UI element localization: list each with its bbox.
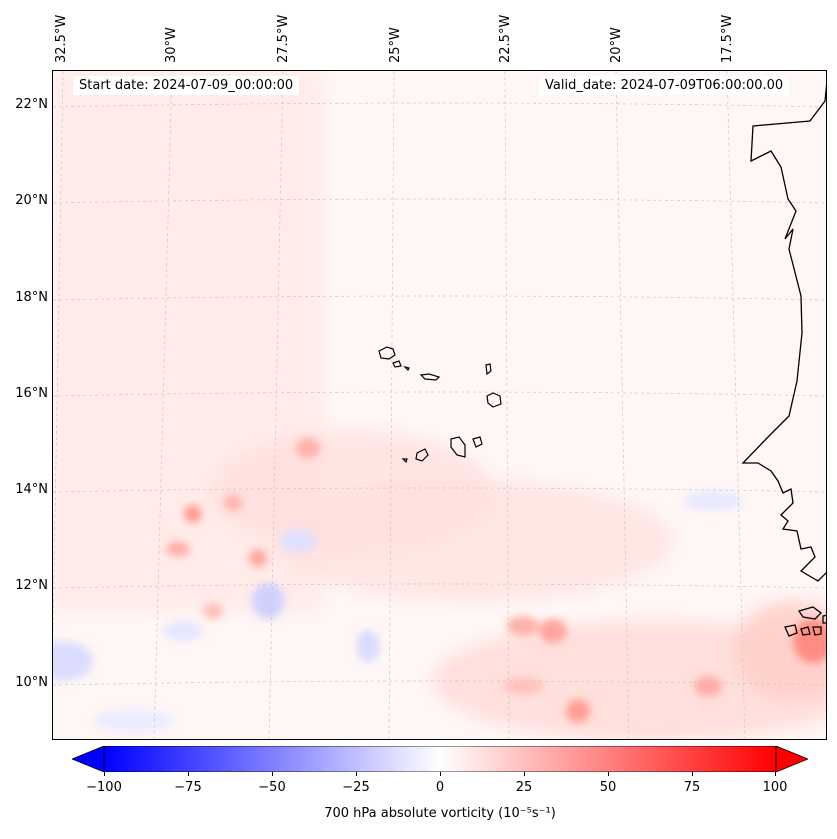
lon-label-17.5w: 17.5°W xyxy=(720,14,735,63)
vorticity-positive-spots xyxy=(166,438,826,723)
colorbar-tick-label: 25 xyxy=(515,780,533,795)
lon-label-30w: 30°W xyxy=(164,27,179,63)
colorbar-tickmark xyxy=(692,772,693,776)
colorbar-tick-label: 0 xyxy=(435,780,445,795)
vorticity-positive-field xyxy=(53,71,826,739)
lat-label-22n: 22°N xyxy=(15,97,48,112)
lon-label-20w: 20°W xyxy=(609,27,624,63)
cape-verde-islands xyxy=(378,346,502,464)
valid-date-label: Valid_date: 2024-07-09T06:00:00.00 xyxy=(539,76,790,95)
lat-label-14n: 14°N xyxy=(15,482,48,497)
lat-label-16n: 16°N xyxy=(15,386,48,401)
lon-label-22.5w: 22.5°W xyxy=(498,14,513,63)
colorbar-tick-label: 100 xyxy=(762,780,788,795)
colorbar-tickmark xyxy=(524,772,525,776)
colorbar-tickmark xyxy=(272,772,273,776)
colorbar-tick-label: −25 xyxy=(342,780,370,795)
colorbar-tickmark xyxy=(104,772,105,776)
start-date-label: Start date: 2024-07-09_00:00:00 xyxy=(73,76,300,95)
lat-label-12n: 12°N xyxy=(15,578,48,593)
africa-coastline xyxy=(741,84,826,637)
colorbar-tickmark xyxy=(188,772,189,776)
colorbar-tickmark xyxy=(356,772,357,776)
lon-label-32.5w: 32.5°W xyxy=(54,14,69,63)
lon-label-27.5w: 27.5°W xyxy=(276,14,291,63)
lat-label-20n: 20°N xyxy=(15,193,48,208)
colorbar-tick-label: 50 xyxy=(599,780,617,795)
colorbar-label: 700 hPa absolute vorticity (10⁻⁵s⁻¹) xyxy=(324,806,556,821)
colorbar-tick-label: −100 xyxy=(86,780,122,795)
colorbar-min-arrow xyxy=(72,746,105,772)
colorbar-max-arrow xyxy=(775,746,808,772)
colorbar-tickmark xyxy=(775,772,776,776)
colorbar-tickmark xyxy=(440,772,441,776)
colorbar-tick-label: −50 xyxy=(258,780,286,795)
map-plot-area[interactable] xyxy=(52,70,827,740)
graticule xyxy=(53,71,826,739)
colorbar-gradient xyxy=(103,746,777,772)
colorbar-tickmark xyxy=(608,772,609,776)
vorticity-map xyxy=(53,71,826,739)
colorbar-tick-label: 75 xyxy=(683,780,701,795)
colorbar xyxy=(72,746,808,772)
lon-label-25w: 25°W xyxy=(388,27,403,63)
vorticity-negative-field xyxy=(53,491,743,733)
lat-label-18n: 18°N xyxy=(15,290,48,305)
lat-label-10n: 10°N xyxy=(15,675,48,690)
colorbar-tick-label: −75 xyxy=(174,780,202,795)
